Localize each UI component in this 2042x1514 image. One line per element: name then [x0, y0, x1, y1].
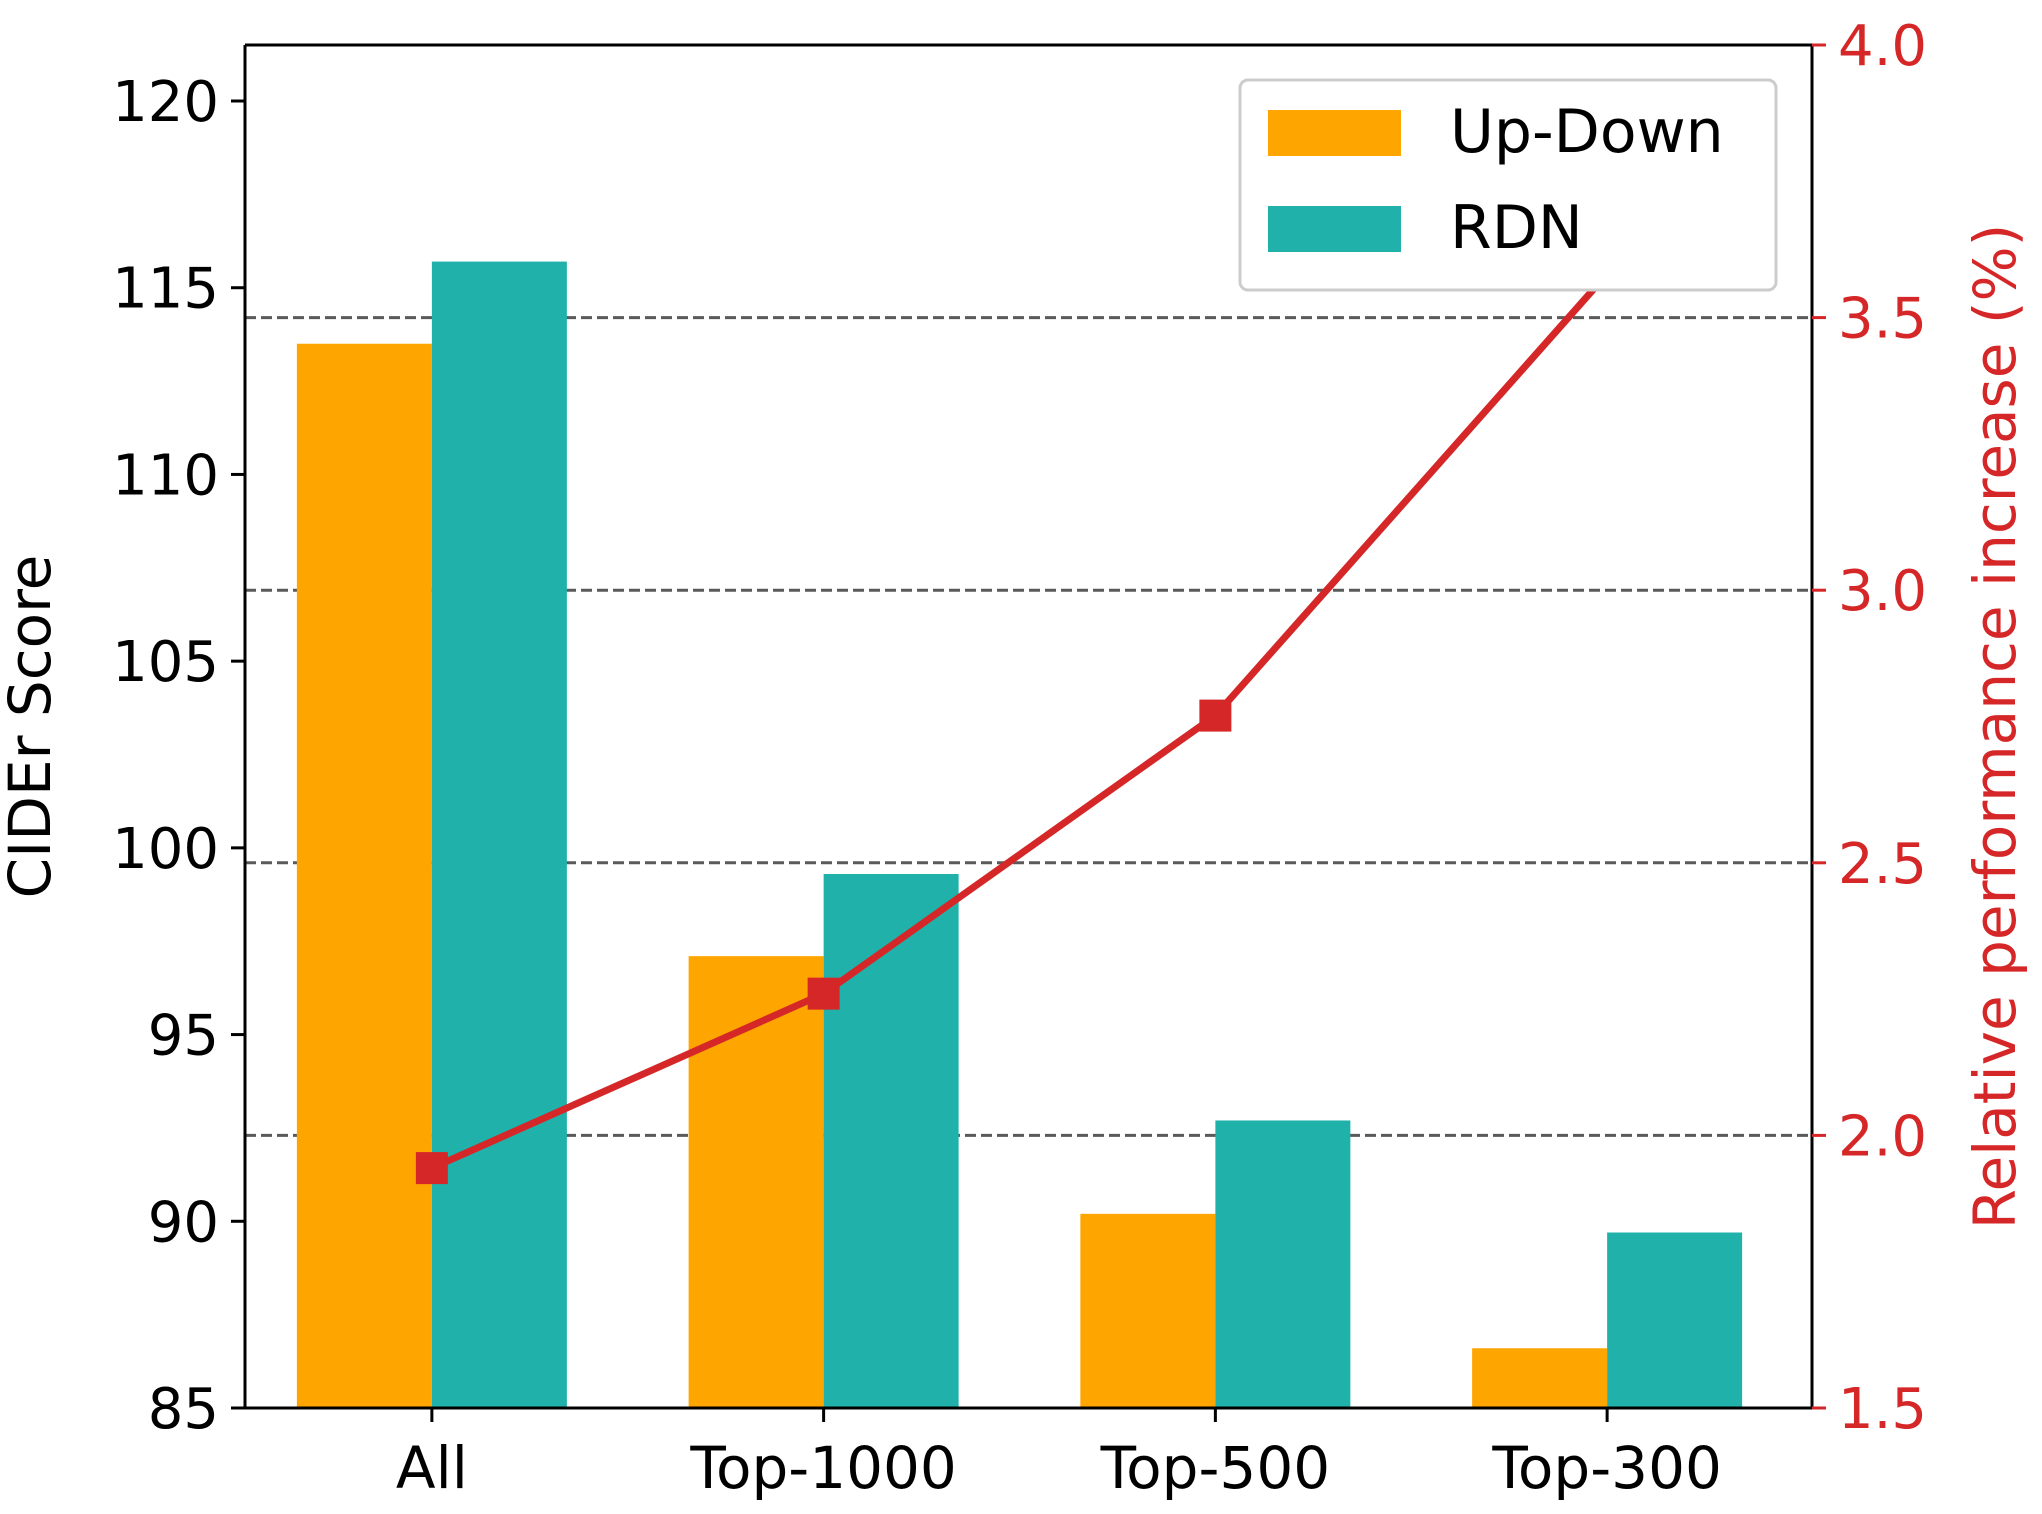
legend: Up-Down RDN	[1238, 78, 1778, 292]
y-axis-title: CIDEr Score	[0, 555, 64, 899]
legend-label-1: RDN	[1450, 193, 1583, 263]
y-tick-label: 85	[148, 1377, 219, 1442]
line-marker-0	[415, 1152, 448, 1185]
bar-up-down-0	[296, 343, 432, 1408]
y2-tick-label: 3.5	[1838, 287, 1927, 352]
y-tick-label: 105	[112, 630, 219, 695]
y-tick-label: 95	[148, 1004, 219, 1069]
line-series	[415, 257, 1624, 1185]
ticks: 85 90 95 100 105 110 115 120 1.5 2.0 2.5 3.0 3.5 4.0 A…	[112, 14, 1927, 1502]
bar-rdn-2	[1215, 1120, 1351, 1408]
bars	[296, 261, 1743, 1408]
x-tick-label: Top-300	[1491, 1434, 1722, 1502]
y2-tick-label: 3.0	[1838, 559, 1927, 624]
y2-tick-label: 4.0	[1838, 14, 1927, 79]
y2-tick-label: 1.5	[1838, 1377, 1927, 1442]
bar-rdn-1	[823, 874, 959, 1408]
legend-label-0: Up-Down	[1450, 97, 1724, 167]
relative-increase-line	[430, 271, 1610, 1172]
line-marker-2	[1199, 699, 1232, 732]
bar-up-down-3	[1472, 1348, 1608, 1408]
line-marker-1	[807, 977, 840, 1010]
x-tick-label: Top-1000	[689, 1434, 956, 1502]
y-tick-label: 110	[112, 443, 219, 508]
y2-tick-label: 2.0	[1838, 1104, 1927, 1169]
y2-axis-title: Relative performance increase (%)	[1961, 224, 2029, 1229]
bar-up-down-2	[1080, 1213, 1216, 1408]
axes	[243, 43, 1814, 1410]
y2-tick-label: 2.5	[1838, 832, 1927, 897]
x-tick-label: All	[396, 1434, 468, 1502]
y-tick-label: 120	[112, 70, 219, 135]
y-tick-label: 90	[148, 1190, 219, 1255]
legend-swatch-0	[1268, 110, 1401, 156]
bar-up-down-1	[688, 956, 824, 1408]
legend-swatch-1	[1268, 206, 1401, 252]
x-tick-label: Top-500	[1100, 1434, 1331, 1502]
y-tick-label: 115	[112, 257, 219, 322]
bar-rdn-0	[431, 261, 567, 1408]
y-tick-label: 100	[112, 817, 219, 882]
bar-rdn-3	[1607, 1232, 1743, 1408]
